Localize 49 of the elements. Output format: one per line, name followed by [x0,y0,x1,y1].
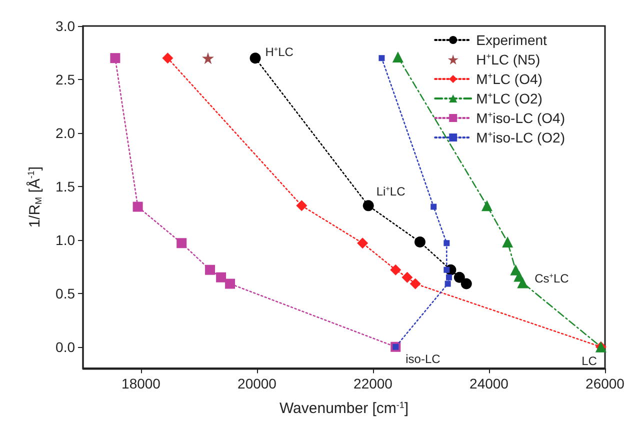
y-tick-label: 1.5 [56,178,76,194]
point [444,266,450,273]
point [460,278,472,290]
x-tick-label: 24000 [470,375,509,392]
legend-label: M+iso-LC (O4) [476,110,566,126]
point [446,274,452,280]
point [454,272,465,283]
point [390,264,402,276]
y-tick-label: 0.5 [56,285,76,302]
x-tick-label: 20000 [238,375,277,392]
point [402,272,413,283]
point [430,204,437,210]
point [481,200,492,212]
y-tick-label: 0.0 [56,338,76,355]
point [216,272,226,282]
point [378,55,385,62]
y-tick-label: 3.0 [56,18,76,34]
point [162,52,174,64]
point [444,240,450,246]
point [414,236,426,248]
point [132,202,143,212]
y-tick-label: 1.0 [56,232,76,248]
y-tick-label: 2.5 [56,71,76,88]
point [392,52,404,63]
point [502,236,514,248]
point [517,277,528,288]
point [296,200,308,212]
x-tick-label: 26000 [586,375,625,392]
point [202,52,214,64]
point [110,53,120,64]
y-tick-label: 2.0 [56,124,76,141]
point [410,278,421,290]
x-tick-label: 18000 [122,375,161,392]
legend-label: M+LC (O2) [476,90,542,106]
point [176,238,187,248]
point [362,200,374,212]
legend-label: Experiment [476,32,548,48]
point [225,278,236,289]
y-axis-title: 1/RM [Å-1] [25,166,44,228]
point [357,238,368,249]
point [250,52,261,64]
legend-label: M+iso-LC (O2) [476,129,566,146]
point [205,264,216,275]
legend-label: H+LC (N5) [476,51,540,68]
legend-label: M+LC (O4) [476,70,542,87]
point [444,280,451,287]
annotation: iso-LC [406,352,441,366]
x-tick-label: 22000 [354,375,393,392]
annotation: LC [582,354,598,368]
